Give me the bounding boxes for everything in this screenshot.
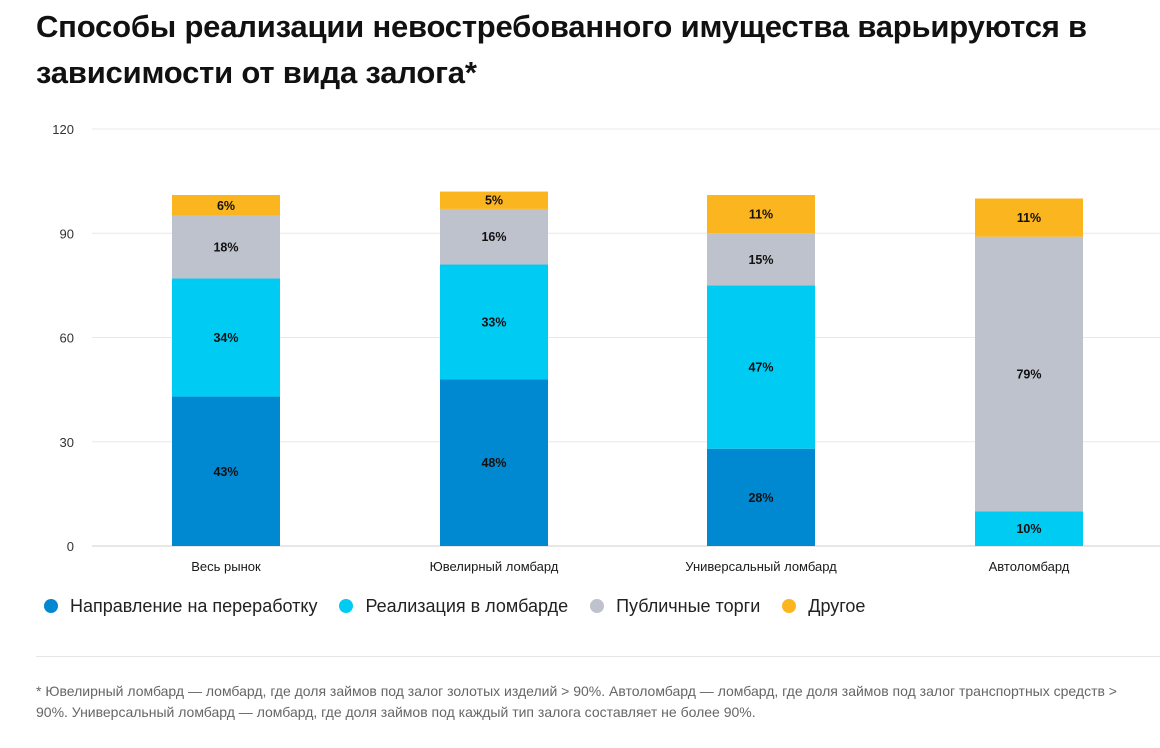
bar-segment	[440, 264, 548, 380]
x-tick-label: Универсальный ломбард	[685, 559, 837, 574]
legend-swatch-public-auction	[590, 599, 605, 613]
legend-label-public-auction: Публичные торги	[616, 595, 761, 616]
y-tick-label: 30	[60, 435, 74, 450]
bar-segment	[707, 233, 815, 286]
footnote: * Ювелирный ломбард — ломбард, где доля …	[36, 683, 1117, 720]
bar-segment	[707, 195, 815, 234]
legend-label-other: Другое	[808, 595, 866, 616]
data-label: 6%	[217, 199, 235, 213]
data-label: 28%	[748, 491, 773, 505]
bar-segment	[707, 285, 815, 449]
x-tick-label: Автоломбард	[989, 559, 1070, 574]
bar-segment	[440, 191, 548, 209]
legend-swatch-processing	[44, 599, 58, 613]
bar-segment	[975, 236, 1083, 512]
y-tick-label: 120	[52, 122, 74, 137]
data-label: 11%	[749, 208, 773, 222]
bar-segment	[172, 215, 280, 279]
data-label: 33%	[481, 315, 506, 329]
y-tick-label: 0	[67, 539, 74, 554]
data-label: 16%	[481, 230, 506, 244]
legend-swatch-other	[782, 599, 797, 613]
data-label: 47%	[748, 361, 773, 375]
data-label: 79%	[1016, 367, 1041, 381]
chart-title: Способы реализации невостребованного иму…	[36, 9, 1087, 90]
x-tick-label: Весь рынок	[191, 559, 261, 574]
legend-item-public-auction: Публичные торги	[590, 596, 760, 617]
bar-segment	[975, 198, 1083, 237]
legend-swatch-pawnshop-sale	[339, 599, 354, 613]
data-label: 48%	[481, 456, 506, 470]
bar-segment	[172, 396, 280, 546]
data-label: 34%	[213, 331, 238, 345]
x-tick-label: Ювелирный ломбард	[430, 559, 559, 574]
bar-segment	[975, 511, 1083, 546]
legend-item-pawnshop-sale: Реализация в ломбарде	[339, 596, 568, 617]
data-label: 5%	[485, 194, 503, 208]
data-label: 10%	[1016, 522, 1041, 536]
legend-item-other: Другое	[782, 596, 865, 617]
bar-segment	[707, 448, 815, 546]
legend-label-pawnshop-sale: Реализация в ломбарде	[365, 595, 569, 616]
bar-segment	[440, 379, 548, 546]
bar-segment	[172, 195, 280, 216]
legend-item-processing: Направление на переработку	[44, 596, 317, 617]
y-tick-label: 90	[60, 226, 74, 241]
data-label: 15%	[748, 253, 773, 267]
data-label: 18%	[213, 241, 238, 255]
legend-label-processing: Направление на переработку	[70, 595, 318, 616]
y-tick-label: 60	[60, 331, 74, 346]
chart-legend: Направление на переработку Реализация в …	[44, 594, 887, 618]
data-label: 11%	[1017, 211, 1041, 225]
footnote-divider	[36, 656, 1160, 657]
bar-segment	[440, 208, 548, 265]
stacked-bar-chart: 43% 34% 18% 6% 48% 33% 16% 5% 28% 47% 15% 11% 10% 79%…	[52, 122, 1160, 574]
bar-segment	[172, 278, 280, 397]
data-label: 43%	[213, 465, 238, 479]
